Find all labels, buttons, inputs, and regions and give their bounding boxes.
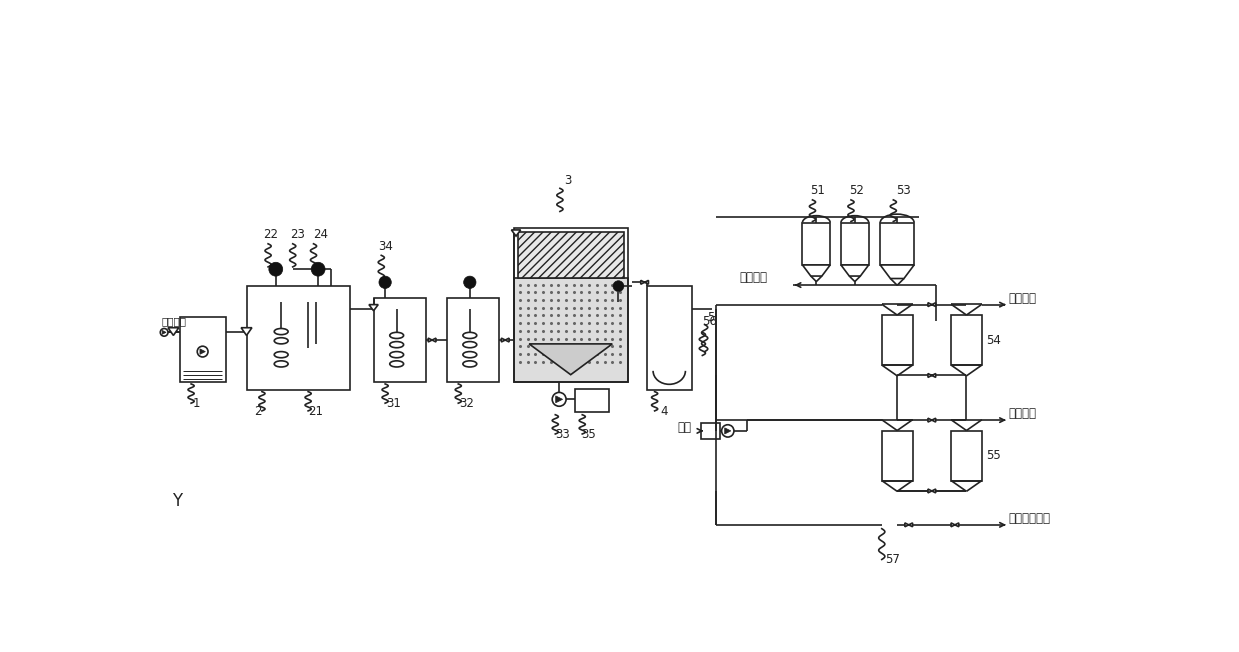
Polygon shape xyxy=(904,523,913,527)
Bar xyxy=(247,286,351,390)
Polygon shape xyxy=(555,396,563,403)
Circle shape xyxy=(613,281,623,291)
Bar xyxy=(180,317,225,382)
Text: 33: 33 xyxy=(555,428,570,441)
Polygon shape xyxy=(162,331,166,334)
Polygon shape xyxy=(928,418,935,422)
Polygon shape xyxy=(803,265,830,276)
Circle shape xyxy=(269,262,282,276)
Polygon shape xyxy=(529,344,612,375)
Polygon shape xyxy=(512,230,520,236)
Circle shape xyxy=(553,393,566,406)
Polygon shape xyxy=(928,374,935,378)
Text: 21: 21 xyxy=(309,405,323,418)
Text: 34: 34 xyxy=(378,240,393,253)
Text: 固氧化道: 固氧化道 xyxy=(1009,291,1037,304)
Text: 金銀废水: 金銀废水 xyxy=(162,317,187,327)
Text: 31: 31 xyxy=(385,397,400,410)
Bar xyxy=(518,232,623,278)
Polygon shape xyxy=(169,328,178,335)
Bar xyxy=(374,298,426,382)
Bar xyxy=(447,298,499,382)
Bar xyxy=(952,430,981,481)
Text: 3: 3 xyxy=(564,173,571,186)
Text: 23: 23 xyxy=(290,228,305,241)
Bar xyxy=(647,286,691,390)
Text: 32: 32 xyxy=(458,397,473,410)
Bar xyxy=(514,228,628,382)
Text: 51: 51 xyxy=(810,184,825,197)
Text: 布水: 布水 xyxy=(678,421,691,434)
Polygon shape xyxy=(880,265,914,278)
Polygon shape xyxy=(429,338,436,342)
Text: 53: 53 xyxy=(896,184,911,197)
Polygon shape xyxy=(952,523,959,527)
Bar xyxy=(882,430,913,481)
Text: 4: 4 xyxy=(660,405,668,418)
Polygon shape xyxy=(841,265,869,276)
Text: 1: 1 xyxy=(193,397,201,410)
Circle shape xyxy=(463,276,476,288)
Bar xyxy=(514,278,628,382)
Circle shape xyxy=(311,262,325,276)
Text: 56: 56 xyxy=(703,315,717,328)
Polygon shape xyxy=(242,328,252,335)
Text: 52: 52 xyxy=(849,184,864,197)
Bar xyxy=(882,315,913,365)
Text: 2: 2 xyxy=(254,405,261,418)
Text: 固氧化道: 固氧化道 xyxy=(1009,407,1037,420)
Circle shape xyxy=(379,276,392,288)
Polygon shape xyxy=(369,304,378,311)
Bar xyxy=(803,222,830,265)
Text: 22: 22 xyxy=(264,228,279,241)
Circle shape xyxy=(160,329,169,336)
Bar xyxy=(701,423,720,439)
Bar xyxy=(952,315,981,365)
Polygon shape xyxy=(928,303,935,306)
Polygon shape xyxy=(502,338,509,342)
Bar xyxy=(575,389,610,411)
Text: 24: 24 xyxy=(313,228,328,241)
Polygon shape xyxy=(928,489,935,493)
Circle shape xyxy=(721,424,733,437)
Polygon shape xyxy=(725,428,731,434)
Text: 35: 35 xyxy=(581,428,596,441)
Bar xyxy=(880,222,914,265)
Text: 55: 55 xyxy=(986,449,1000,462)
Text: 54: 54 xyxy=(986,334,1001,347)
Polygon shape xyxy=(641,280,648,284)
Bar xyxy=(841,222,869,265)
Text: Y: Y xyxy=(172,492,182,510)
Text: 5: 5 xyxy=(707,311,715,324)
Text: 57: 57 xyxy=(886,554,901,567)
Text: 固氧化道: 固氧化道 xyxy=(740,271,767,284)
Circle shape xyxy=(197,346,208,357)
Text: 达到标准排放: 达到标准排放 xyxy=(1009,512,1051,525)
Polygon shape xyxy=(199,349,206,354)
